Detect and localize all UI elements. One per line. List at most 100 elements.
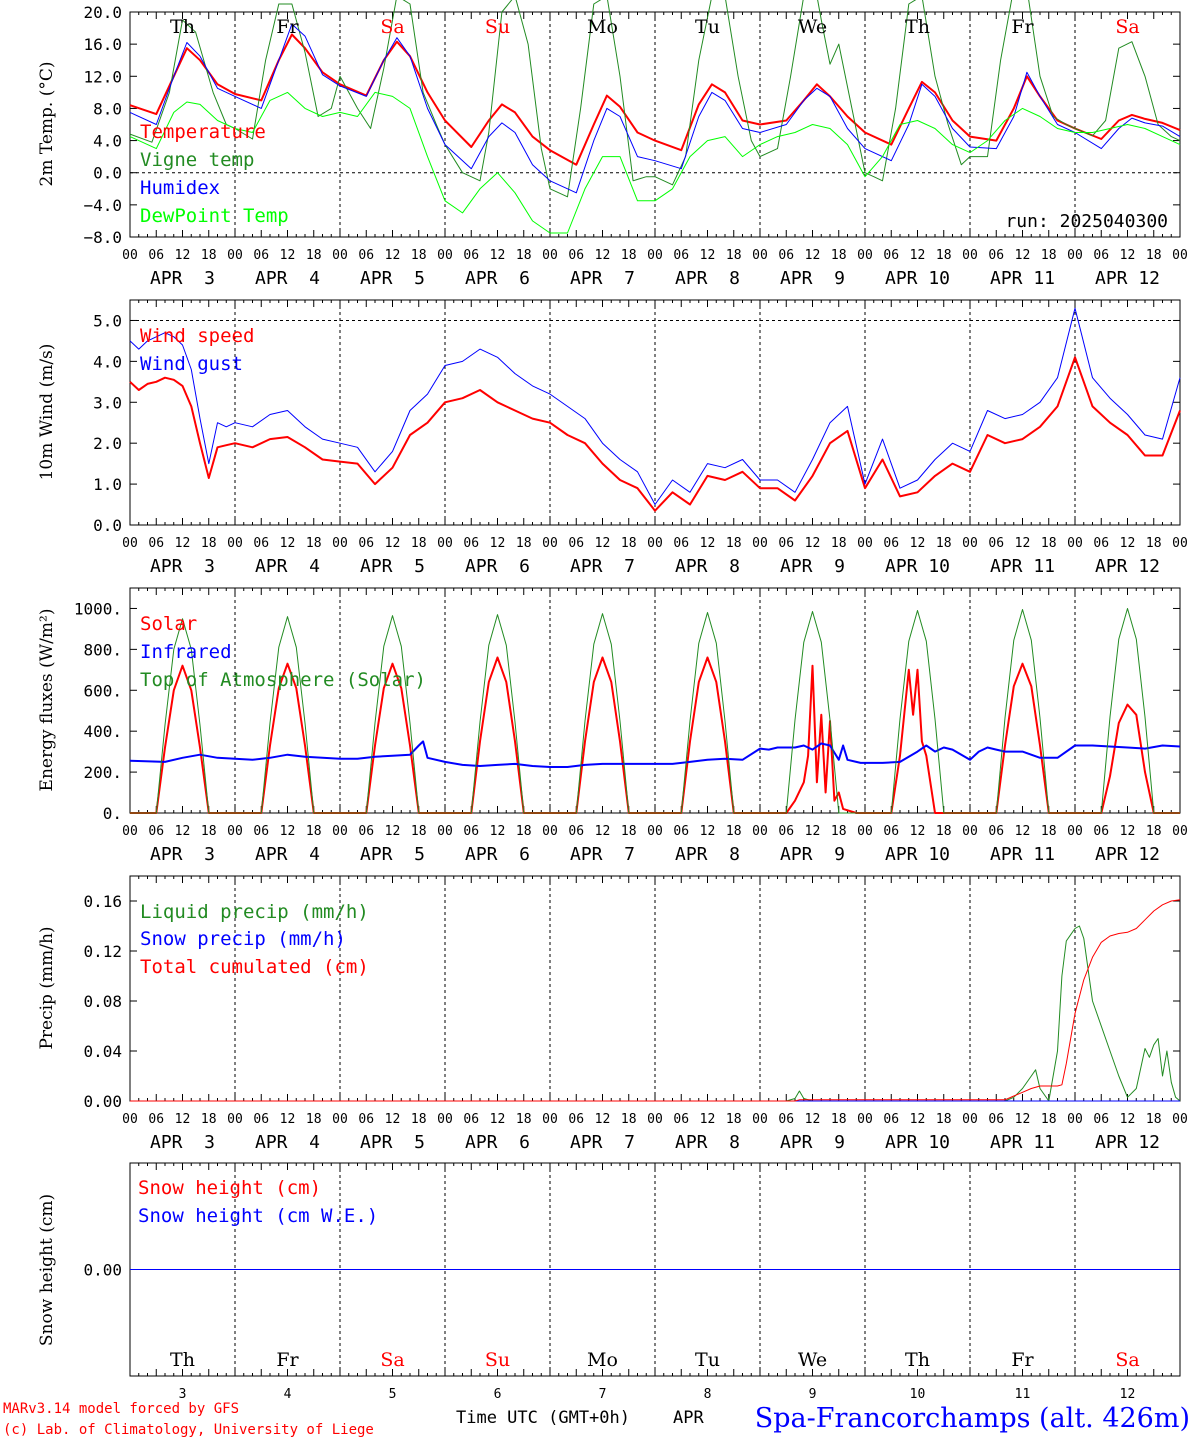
- x-hour-label: 18: [726, 536, 742, 551]
- x-date-label: APR 6: [465, 1132, 530, 1153]
- day-number: 4: [284, 1387, 292, 1402]
- x-hour-label: 18: [936, 248, 952, 263]
- x-hour-label: 18: [516, 1112, 532, 1127]
- x-hour-label: 18: [201, 824, 217, 839]
- x-hour-label: 06: [463, 248, 479, 263]
- y-tick-label: 400.: [83, 722, 122, 741]
- y-axis-title: 10m Wind (m/s): [37, 344, 57, 481]
- x-hour-label: 00: [1067, 1112, 1083, 1127]
- x-hour-label: 18: [936, 824, 952, 839]
- x-date-label: APR 6: [465, 268, 530, 289]
- panels: 20.0 16.0 12.0 8.0 4.0 0.0 −4.0 −8.0 2m Temp. (°…: [37, 0, 1188, 1402]
- x-hour-label: 00: [227, 248, 243, 263]
- x-hour-label: 06: [148, 1112, 164, 1127]
- footer-station-label: Spa-Francorchamps (alt. 426m): [755, 1403, 1190, 1434]
- x-hour-label: 12: [1120, 1112, 1136, 1127]
- series-line-total-cumulated-cm: [130, 899, 1181, 1102]
- x-hour-label: 12: [385, 1112, 401, 1127]
- y-tick-label: 600.: [83, 681, 122, 700]
- x-hour-label: 06: [148, 824, 164, 839]
- x-date-label: APR 7: [570, 556, 635, 577]
- day-name-top: Sa: [380, 16, 404, 38]
- x-hour-label: 12: [490, 536, 506, 551]
- x-hour-label: 18: [411, 536, 427, 551]
- x-date-label: APR 11: [990, 1132, 1055, 1153]
- legend-entry: Top of Atmosphere (Solar): [140, 669, 426, 691]
- footer-month-label: APR: [673, 1408, 704, 1428]
- x-date-label: APR 10: [885, 268, 950, 289]
- x-hour-label: 06: [358, 824, 374, 839]
- x-hour-label: 00: [332, 824, 348, 839]
- x-hour-label: 06: [673, 1112, 689, 1127]
- x-hour-label: 18: [831, 824, 847, 839]
- x-hour-label: 12: [280, 1112, 296, 1127]
- x-date-label: APR 8: [675, 268, 740, 289]
- x-date-label: APR 11: [990, 844, 1055, 865]
- x-hour-label: 12: [910, 1112, 926, 1127]
- day-name-top: Th: [905, 16, 930, 38]
- x-date-label: APR 12: [1095, 1132, 1160, 1153]
- day-number: 3: [179, 1387, 187, 1402]
- x-hour-label: 00: [857, 824, 873, 839]
- x-hour-label: 06: [883, 1112, 899, 1127]
- x-hour-label: 06: [778, 536, 794, 551]
- x-hour-label: 18: [306, 824, 322, 839]
- day-name-bottom: Fr: [276, 1349, 299, 1371]
- x-hour-label: 06: [673, 536, 689, 551]
- x-hour-label: 18: [306, 536, 322, 551]
- x-hour-label: 18: [306, 248, 322, 263]
- x-hour-label: 12: [1015, 536, 1031, 551]
- x-date-label: APR 3: [150, 556, 215, 577]
- x-date-label: APR 4: [255, 844, 320, 865]
- y-tick-label: 4.0: [93, 352, 122, 371]
- x-hour-label: 18: [411, 824, 427, 839]
- x-hour-label: 06: [358, 1112, 374, 1127]
- x-hour-label: 06: [568, 248, 584, 263]
- x-hour-label: 12: [1015, 1112, 1031, 1127]
- y-tick-label: 3.0: [93, 393, 122, 412]
- x-hour-label: 00: [437, 536, 453, 551]
- x-hour-label: 12: [490, 248, 506, 263]
- x-hour-label: 06: [568, 1112, 584, 1127]
- x-hour-label: 00: [542, 1112, 558, 1127]
- x-date-label: APR 10: [885, 556, 950, 577]
- x-date-label: APR 10: [885, 844, 950, 865]
- x-hour-label: 06: [148, 248, 164, 263]
- day-name-top: Mo: [587, 16, 618, 38]
- y-tick-label: 0.0: [93, 164, 122, 183]
- x-hour-label: 00: [437, 824, 453, 839]
- y-tick-label: −4.0: [83, 196, 122, 215]
- x-hour-label: 18: [621, 248, 637, 263]
- x-hour-label: 06: [988, 536, 1004, 551]
- x-hour-label: 12: [1015, 248, 1031, 263]
- day-name-top: Th: [170, 16, 195, 38]
- x-hour-label: 06: [463, 824, 479, 839]
- day-number: 12: [1120, 1387, 1136, 1402]
- x-hour-label: 00: [1067, 824, 1083, 839]
- x-hour-label: 18: [726, 248, 742, 263]
- day-name-top: We: [798, 16, 827, 38]
- x-date-label: APR 8: [675, 556, 740, 577]
- x-hour-label: 06: [253, 536, 269, 551]
- x-hour-label: 00: [437, 1112, 453, 1127]
- day-number: 7: [599, 1387, 607, 1402]
- x-hour-label: 12: [1120, 536, 1136, 551]
- x-date-label: APR 11: [990, 268, 1055, 289]
- y-tick-label: 2.0: [93, 434, 122, 453]
- x-hour-label: 12: [595, 536, 611, 551]
- x-hour-label: 00: [752, 1112, 768, 1127]
- legend-entry: Snow height (cm W.E.): [138, 1205, 378, 1227]
- x-hour-label: 00: [752, 536, 768, 551]
- run-label: run: 2025040300: [1005, 211, 1168, 232]
- chart-panel-2: 5.0 4.0 3.0 2.0 1.0 0.0 10m Wind (m/s) 00 06 12 18…: [37, 299, 1188, 577]
- x-hour-label: 18: [516, 248, 532, 263]
- x-date-label: APR 4: [255, 556, 320, 577]
- x-hour-label: 06: [253, 248, 269, 263]
- plot-frame: [129, 299, 1181, 526]
- series-line-wind-gust: [129, 307, 1181, 505]
- x-hour-label: 00: [1067, 248, 1083, 263]
- x-hour-label: 12: [910, 248, 926, 263]
- series-line-humidex: [129, 23, 1181, 194]
- footer-time-label: Time UTC (GMT+0h): [456, 1408, 630, 1428]
